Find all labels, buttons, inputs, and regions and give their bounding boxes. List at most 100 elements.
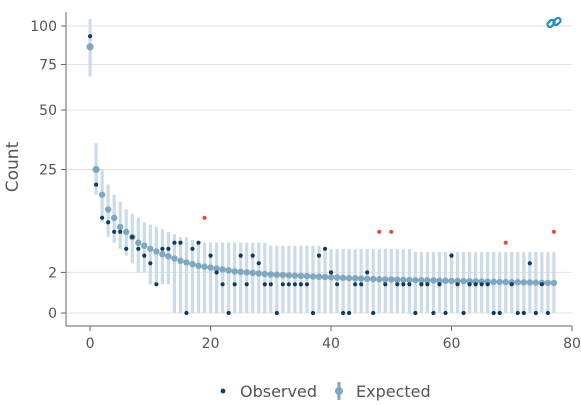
x-tick-label: 20 xyxy=(202,336,220,352)
observed-point xyxy=(316,253,322,258)
expected-point xyxy=(135,239,142,246)
expected-point xyxy=(123,228,130,236)
observed-point xyxy=(491,310,496,316)
expected-point xyxy=(339,274,347,282)
expected-point xyxy=(147,245,154,253)
expected-point xyxy=(388,276,395,283)
expected-point xyxy=(376,276,383,283)
observed-point xyxy=(395,282,400,287)
observed-point-outlier xyxy=(389,229,394,234)
observed-point xyxy=(353,282,358,287)
expected-point xyxy=(141,242,148,249)
observed-point xyxy=(178,240,183,245)
expected-point xyxy=(171,255,178,262)
observed-point xyxy=(100,215,105,220)
observed-point xyxy=(443,310,448,316)
expected-point xyxy=(86,43,94,51)
observed-point xyxy=(154,282,159,287)
expected-point xyxy=(394,276,401,283)
link-icon[interactable] xyxy=(544,13,564,33)
expected-point xyxy=(436,277,443,284)
observed-point xyxy=(449,253,454,258)
observed-point xyxy=(473,282,478,287)
expected-point xyxy=(255,270,262,277)
expected-point xyxy=(110,214,118,222)
y-tick-label: 25 xyxy=(39,163,57,179)
expected-point xyxy=(454,277,461,285)
expected-point xyxy=(430,277,437,284)
observed-point xyxy=(328,270,334,275)
expected-point xyxy=(315,273,323,280)
observed-point xyxy=(497,310,502,316)
observed-point xyxy=(479,282,484,287)
expected-point xyxy=(351,275,359,282)
observed-point xyxy=(515,310,520,316)
observed-point xyxy=(256,261,261,266)
expected-point xyxy=(177,257,184,265)
observed-point xyxy=(196,240,201,245)
expected-point xyxy=(291,272,299,279)
observed-point xyxy=(545,310,551,316)
y-tick-label: 0 xyxy=(48,306,57,322)
observed-point xyxy=(431,310,436,316)
y-tick-label: 2 xyxy=(48,265,57,281)
expected-point xyxy=(370,275,377,283)
expected-point xyxy=(183,259,190,266)
observed-point xyxy=(527,261,532,266)
expected-point xyxy=(460,277,467,285)
expected-point xyxy=(412,276,419,284)
expected-point xyxy=(514,279,521,286)
expected-point xyxy=(213,265,220,272)
observed-point xyxy=(425,282,430,287)
legend-expected-marker xyxy=(335,387,343,395)
observed-point xyxy=(244,282,249,287)
observed-point xyxy=(190,246,195,251)
observed-point xyxy=(94,182,99,187)
observed-point xyxy=(539,282,544,287)
observed-point xyxy=(106,220,111,225)
legend-item-expected[interactable]: Expected xyxy=(335,382,431,401)
expected-point xyxy=(520,279,528,286)
observed-point-outlier xyxy=(202,215,207,220)
observed-point xyxy=(371,310,376,316)
observed-point xyxy=(461,310,466,316)
expected-point xyxy=(225,267,232,274)
expected-point xyxy=(195,262,202,270)
observed-point xyxy=(262,282,267,287)
x-tick-label: 60 xyxy=(443,336,461,352)
expected-point xyxy=(544,279,552,287)
expected-point xyxy=(279,271,287,279)
expected-point xyxy=(321,273,329,281)
expected-point xyxy=(490,278,497,286)
observed-point xyxy=(166,246,171,251)
observed-point xyxy=(226,310,231,316)
expected-point xyxy=(153,248,160,255)
expected-point xyxy=(526,279,534,286)
observed-point xyxy=(148,261,153,266)
legend-item-observed[interactable]: Observed xyxy=(220,382,317,401)
legend-observed-marker xyxy=(220,388,226,394)
observed-point xyxy=(112,229,117,234)
observed-point xyxy=(142,253,147,258)
observed-point xyxy=(521,310,526,316)
observed-point xyxy=(509,282,514,287)
expected-points xyxy=(86,43,558,287)
observed-point xyxy=(124,246,129,251)
observed-point xyxy=(184,310,189,316)
observed-point xyxy=(419,282,424,287)
observed-point-outlier xyxy=(503,240,508,245)
expected-point xyxy=(104,206,112,213)
observed-point xyxy=(214,270,219,275)
expected-point xyxy=(261,270,268,278)
observed-point xyxy=(310,310,316,316)
expected-point xyxy=(249,269,256,277)
expected-point xyxy=(309,273,317,280)
observed-point xyxy=(347,310,352,316)
observed-point xyxy=(238,253,243,258)
observed-points xyxy=(87,34,557,316)
observed-point xyxy=(437,282,442,287)
observed-point xyxy=(334,282,340,287)
expected-point xyxy=(98,191,106,198)
